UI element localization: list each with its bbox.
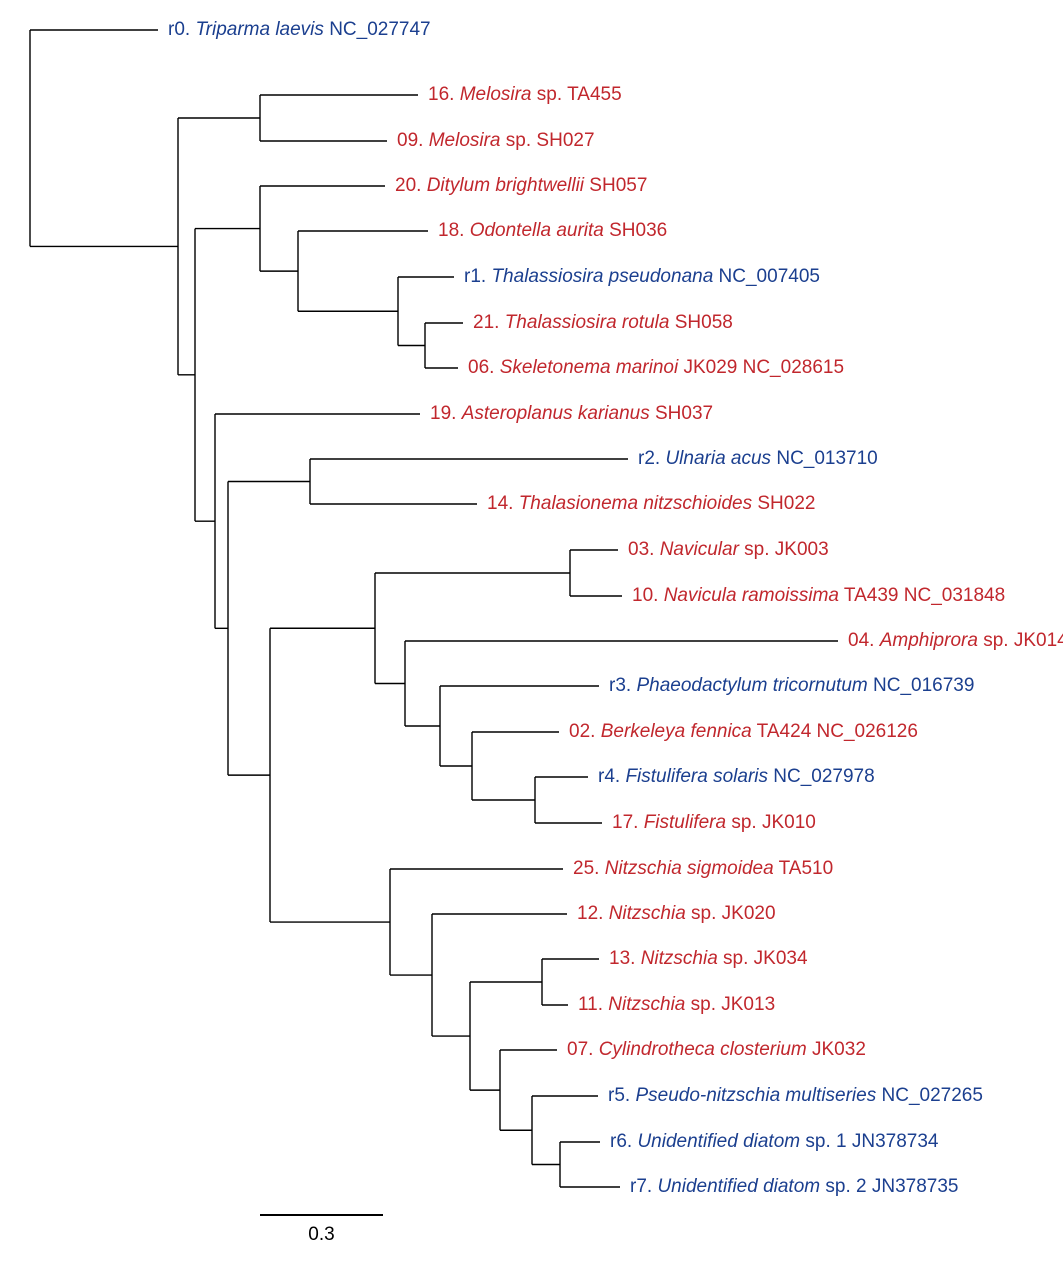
scale-bar-label: 0.3 <box>308 1224 334 1245</box>
tip-label: 03. Navicular sp. JK003 <box>628 539 829 560</box>
tip-label: 11. Nitzschia sp. JK013 <box>578 994 775 1015</box>
bootstrap-value: 100 <box>276 0 304 4</box>
tip-label: 09. Melosira sp. SH027 <box>397 130 595 151</box>
bootstrap-labels: 1001008610073100971001001001001009382100… <box>161 0 564 4</box>
tip-label: 17. Fistulifera sp. JK010 <box>612 812 816 833</box>
bootstrap-value: 100 <box>436 0 464 4</box>
tip-label: 12. Nitzschia sp. JK020 <box>577 903 776 924</box>
tip-labels: r0. Triparma laevis NC_027747 16. Melosir… <box>168 19 1063 1197</box>
tip-label: r2. Ulnaria acus NC_013710 <box>638 448 878 469</box>
tip-label: r6. Unidentified diatom sp. 1 JN378734 <box>610 1131 939 1152</box>
tip-label: 18. Odontella aurita SH036 <box>438 220 667 241</box>
tip-label: 25. Nitzschia sigmoidea TA510 <box>573 858 833 879</box>
tip-label: 02. Berkeleya fennica TA424 NC_026126 <box>569 721 918 742</box>
tip-label: r5. Pseudo-nitzschia multiseries NC_0272… <box>608 1085 983 1106</box>
bootstrap-value: 100 <box>398 0 426 4</box>
tip-label: 06. Skeletonema marinoi JK029 NC_028615 <box>468 357 844 378</box>
tip-label: r4. Fistulifera solaris NC_027978 <box>598 766 875 787</box>
bootstrap-value: 100 <box>356 0 384 4</box>
tip-label: 10. Navicula ramoissima TA439 NC_031848 <box>632 585 1005 606</box>
tip-label: 21. Thalassiosira rotula SH058 <box>473 312 733 333</box>
tip-label: 20. Ditylum brightwellii SH057 <box>395 175 647 196</box>
phylogenetic-tree: 1001008610073100971001001001001009382100… <box>0 0 1063 1274</box>
tip-label: 19. Asteroplanus karianus SH037 <box>430 403 713 424</box>
bootstrap-value: 97 <box>203 0 222 4</box>
tip-label: 13. Nitzschia sp. JK034 <box>609 948 808 969</box>
bootstrap-value: 95 <box>507 0 526 4</box>
tip-label: r1. Thalassiosira pseudonana NC_007405 <box>464 266 820 287</box>
tip-label: 14. Thalasionema nitzschioides SH022 <box>487 493 815 514</box>
tip-label: 04. Amphiprora sp. JK014 <box>848 630 1063 651</box>
tip-label: 07. Cylindrotheca closterium JK032 <box>567 1039 866 1060</box>
tip-label: 16. Melosira sp. TA455 <box>428 84 622 105</box>
bootstrap-value: 91 <box>475 0 494 4</box>
tip-label: r7. Unidentified diatom sp. 2 JN378735 <box>630 1176 958 1197</box>
bootstrap-value: 100 <box>526 0 554 4</box>
bootstrap-value: 100 <box>236 0 264 4</box>
tip-label: r0. Triparma laevis NC_027747 <box>168 19 431 40</box>
scale-bar: 0.3 <box>260 1215 383 1245</box>
tip-label: r3. Phaeodactylum tricornutum NC_016739 <box>609 675 974 696</box>
